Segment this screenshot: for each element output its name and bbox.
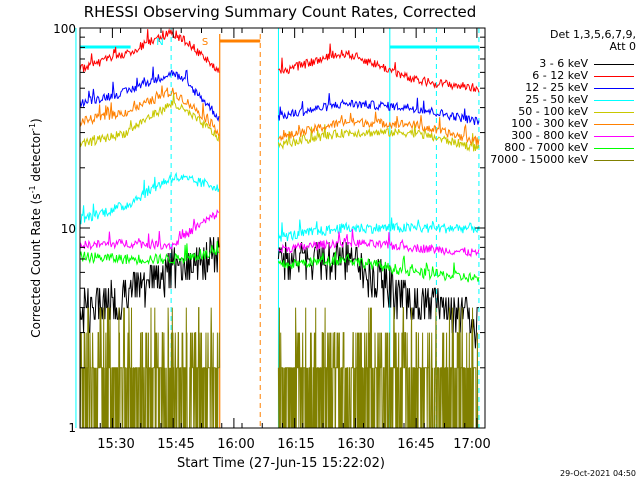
series-trace bbox=[277, 242, 479, 349]
series-trace bbox=[277, 93, 480, 125]
legend-label: 3 - 6 keV bbox=[539, 57, 588, 70]
y-axis-label: Corrected Count Rate (s-1 detector-1) bbox=[28, 118, 43, 337]
x-tick-label: 16:45 bbox=[397, 437, 434, 452]
x-tick-label: 15:30 bbox=[97, 437, 134, 452]
legend-label: 12 - 25 keV bbox=[525, 81, 588, 94]
series-trace bbox=[79, 307, 221, 429]
legend-item: 100 - 300 keV bbox=[490, 118, 636, 130]
legend-item: 50 - 100 keV bbox=[490, 106, 636, 118]
legend-swatch bbox=[594, 100, 634, 101]
series-trace bbox=[79, 171, 220, 225]
legend-swatch bbox=[594, 64, 634, 65]
legend-item: 3 - 6 keV bbox=[490, 58, 636, 70]
x-tick-label: 15:45 bbox=[157, 437, 194, 452]
legend-swatch bbox=[594, 136, 634, 137]
legend-item: 7000 - 15000 keV bbox=[490, 154, 636, 166]
x-tick-label: 16:00 bbox=[217, 437, 254, 452]
series-trace bbox=[79, 237, 220, 334]
legend-swatch bbox=[594, 160, 634, 161]
series-trace bbox=[79, 241, 220, 266]
x-tick-label: 17:00 bbox=[453, 437, 490, 452]
orbit-label-night: N bbox=[156, 37, 163, 48]
legend-swatch bbox=[594, 124, 634, 125]
series-7000-15000-kev bbox=[79, 307, 479, 429]
series-6-12-kev bbox=[79, 28, 480, 93]
legend-item: 300 - 800 keV bbox=[490, 130, 636, 142]
timestamp: 29-Oct-2021 04:50 bbox=[560, 469, 636, 478]
legend-label: 7000 - 15000 keV bbox=[490, 153, 588, 166]
legend-item: 800 - 7000 keV bbox=[490, 142, 636, 154]
y-tick-label-10: 10 bbox=[61, 222, 76, 236]
legend-swatch bbox=[594, 148, 634, 149]
series-50-100-kev bbox=[79, 92, 480, 153]
series-300-800-kev bbox=[79, 209, 480, 258]
legend-item: 25 - 50 keV bbox=[490, 94, 636, 106]
x-tick-label: 16:15 bbox=[277, 437, 314, 452]
series-trace bbox=[277, 307, 479, 429]
series-trace bbox=[79, 92, 220, 148]
legend-label: 50 - 100 keV bbox=[518, 105, 588, 118]
legend: Det 1,3,5,6,7,9, Att 0 3 - 6 keV 6 - 12 k… bbox=[490, 29, 636, 166]
series-100-300-kev bbox=[79, 85, 480, 146]
legend-label: 100 - 300 keV bbox=[511, 117, 588, 130]
series-trace bbox=[277, 111, 480, 146]
legend-label: 800 - 7000 keV bbox=[504, 141, 588, 154]
legend-label: 300 - 800 keV bbox=[511, 129, 588, 142]
series-trace bbox=[278, 43, 480, 93]
series-trace bbox=[79, 28, 220, 74]
y-tick-label-1: 1 bbox=[68, 421, 76, 435]
chart-title: RHESSI Observing Summary Count Rates, Co… bbox=[84, 3, 477, 21]
x-axis-label: Start Time (27-Jun-15 15:22:02) bbox=[177, 456, 385, 471]
legend-header-detectors: Det 1,3,5,6,7,9, bbox=[549, 28, 636, 41]
series-12-25-kev bbox=[79, 66, 480, 125]
legend-swatch bbox=[594, 88, 634, 89]
legend-swatch bbox=[594, 112, 634, 113]
x-tick-label: 16:30 bbox=[337, 437, 374, 452]
legend-label: 6 - 12 keV bbox=[532, 69, 588, 82]
series-trace bbox=[79, 66, 220, 122]
legend-header-attenuator: Att 0 bbox=[609, 40, 636, 53]
legend-label: 25 - 50 keV bbox=[525, 93, 588, 106]
series-trace bbox=[277, 228, 480, 258]
series-trace bbox=[277, 217, 480, 242]
series-800-7000-kev bbox=[79, 241, 480, 283]
y-tick-label-100: 100 bbox=[53, 22, 76, 36]
series-25-50-kev bbox=[79, 171, 480, 242]
legend-swatch bbox=[594, 76, 634, 77]
series-trace bbox=[79, 85, 220, 137]
series-trace bbox=[277, 123, 480, 153]
series-trace bbox=[277, 251, 480, 283]
series-trace bbox=[79, 209, 220, 251]
legend-item: 12 - 25 keV bbox=[490, 82, 636, 94]
orbit-label-saa: S bbox=[202, 37, 208, 48]
legend-item: 6 - 12 keV bbox=[490, 70, 636, 82]
